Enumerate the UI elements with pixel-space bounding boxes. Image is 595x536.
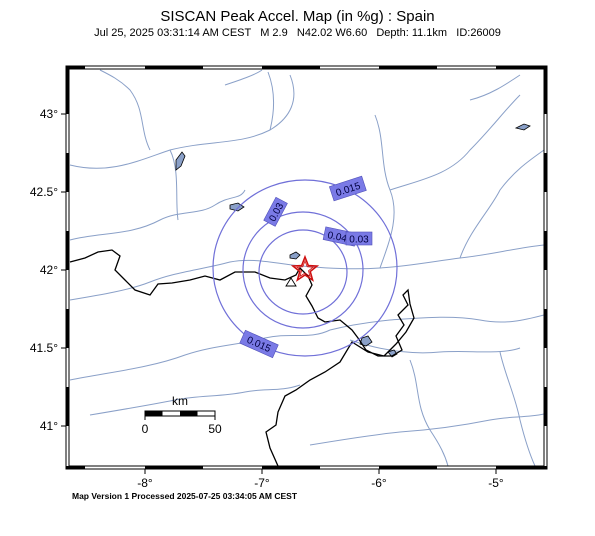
ticks bbox=[61, 113, 497, 474]
latitude-labels: 43° 42.5° 42° 41.5° 41° bbox=[30, 107, 58, 433]
border-line bbox=[69, 249, 415, 466]
lat-label: 41.5° bbox=[30, 341, 58, 355]
lon-label: -5° bbox=[488, 476, 504, 490]
rivers bbox=[69, 69, 544, 466]
map-title: SISCAN Peak Accel. Map (in %g) : Spain bbox=[160, 8, 435, 25]
processed-footer: Map Version 1 Processed 2025-07-25 03:34… bbox=[72, 491, 298, 501]
pga-contours bbox=[212, 179, 398, 357]
svg-text:0.03: 0.03 bbox=[349, 235, 369, 246]
lon-label: -7° bbox=[254, 476, 270, 490]
contour-0-045 bbox=[258, 229, 348, 315]
lat-label: 41° bbox=[40, 419, 58, 433]
lat-label: 43° bbox=[40, 107, 58, 121]
scale-end: 50 bbox=[208, 422, 222, 436]
map-frame bbox=[65, 65, 548, 470]
epicenter-star-inner bbox=[295, 259, 315, 278]
lon-label: -8° bbox=[137, 476, 153, 490]
scale-unit: km bbox=[172, 394, 188, 408]
station-triangle-icon bbox=[285, 277, 297, 287]
scale-start: 0 bbox=[142, 422, 149, 436]
map-area bbox=[69, 69, 544, 466]
map-subtitle: Jul 25, 2025 03:31:14 AM CEST M 2.9 N42.… bbox=[94, 27, 501, 39]
lat-label: 42.5° bbox=[30, 185, 58, 199]
contour-0-015 bbox=[212, 179, 398, 357]
scale-bar: km 0 50 bbox=[142, 394, 222, 436]
contour-label: 0.03 bbox=[345, 231, 373, 246]
longitude-labels: -8° -7° -6° -5° bbox=[137, 476, 504, 490]
contour-0-03 bbox=[242, 211, 364, 329]
epicenter-star-icon bbox=[290, 254, 320, 282]
lat-label: 42° bbox=[40, 263, 58, 277]
lon-label: -6° bbox=[371, 476, 387, 490]
